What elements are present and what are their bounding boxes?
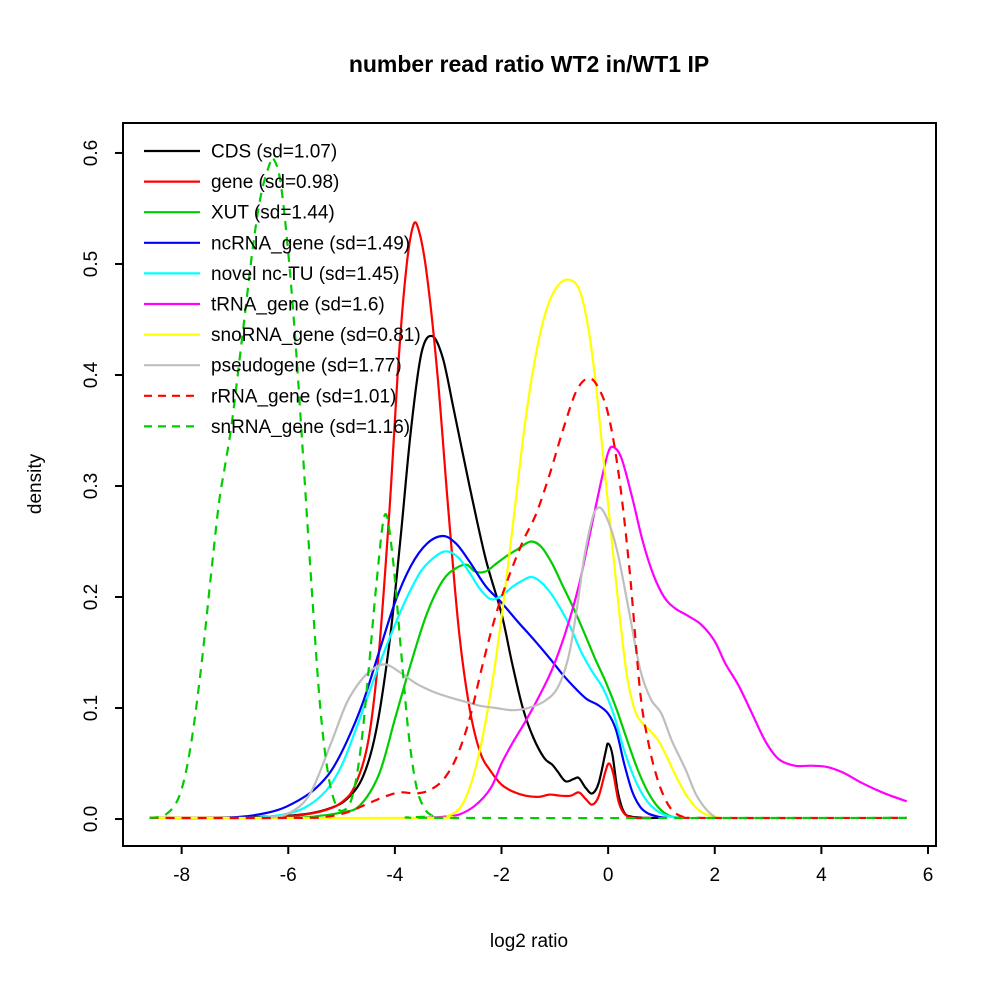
legend-item: rRNA_gene (sd=1.01) xyxy=(144,386,396,407)
y-tick-label: 0.1 xyxy=(81,695,102,721)
legend-item: snoRNA_gene (sd=0.81) xyxy=(144,325,421,346)
x-tick-label: -4 xyxy=(386,865,403,886)
plot-border xyxy=(122,122,937,847)
x-tick-label: 4 xyxy=(816,865,827,886)
x-tick-label: -8 xyxy=(173,865,190,886)
series-snorna_gene xyxy=(149,278,721,820)
x-tick-label: 2 xyxy=(709,865,720,886)
legend-label: snRNA_gene (sd=1.16) xyxy=(211,417,410,438)
legend-label: rRNA_gene (sd=1.01) xyxy=(211,386,396,407)
y-tick-label: 0.4 xyxy=(81,361,102,388)
legend-item: gene (sd=0.98) xyxy=(144,172,339,193)
x-tick-label: -6 xyxy=(280,865,297,886)
legend-item: novel nc-TU (sd=1.45) xyxy=(144,264,400,285)
curves xyxy=(149,156,908,820)
series-rrna_gene xyxy=(149,377,907,820)
legend-label: novel nc-TU (sd=1.45) xyxy=(211,264,400,285)
series-gene xyxy=(149,221,651,820)
series-snrna_gene xyxy=(149,156,907,820)
x-tick-label: -2 xyxy=(493,865,510,886)
legend-item: tRNA_gene (sd=1.6) xyxy=(144,295,385,316)
legend-label: gene (sd=0.98) xyxy=(211,172,339,193)
series-cds xyxy=(149,334,662,820)
x-axis-label: log2 ratio xyxy=(489,931,569,952)
y-tick-label: 0.5 xyxy=(81,251,102,277)
x-axis: -8 -6 -4 -2 0 2 4 6 xyxy=(173,846,933,886)
y-axis-label: density xyxy=(25,453,46,515)
x-tick-label: 0 xyxy=(603,865,614,886)
legend-label: tRNA_gene (sd=1.6) xyxy=(211,295,385,316)
legend-item: ncRNA_gene (sd=1.49) xyxy=(144,233,410,254)
legend-item: XUT (sd=1.44) xyxy=(144,203,335,224)
legend-label: XUT (sd=1.44) xyxy=(211,203,335,224)
legend-item: snRNA_gene (sd=1.16) xyxy=(144,417,410,438)
y-tick-label: 0.2 xyxy=(81,584,102,610)
chart-title: number read ratio WT2 in/WT1 IP xyxy=(348,51,710,77)
legend: CDS (sd=1.07) gene (sd=0.98) XUT (sd=1.44)… xyxy=(144,142,421,438)
legend-item: pseudogene (sd=1.77) xyxy=(144,356,402,377)
series-ncrna_gene xyxy=(224,534,667,819)
legend-label: ncRNA_gene (sd=1.49) xyxy=(211,233,410,254)
y-tick-label: 0.3 xyxy=(81,473,102,499)
x-tick-label: 6 xyxy=(923,865,934,886)
y-tick-label: 0.0 xyxy=(81,806,102,832)
y-axis: 0.0 0.1 0.2 0.3 0.4 0.5 0.6 xyxy=(81,140,123,832)
legend-item: CDS (sd=1.07) xyxy=(144,142,337,163)
series-pseudogene xyxy=(266,506,716,819)
legend-label: CDS (sd=1.07) xyxy=(211,142,337,163)
series-trna_gene xyxy=(416,445,908,819)
y-tick-label: 0.6 xyxy=(81,140,102,166)
legend-label: pseudogene (sd=1.77) xyxy=(211,356,402,377)
legend-label: snoRNA_gene (sd=0.81) xyxy=(211,325,421,346)
